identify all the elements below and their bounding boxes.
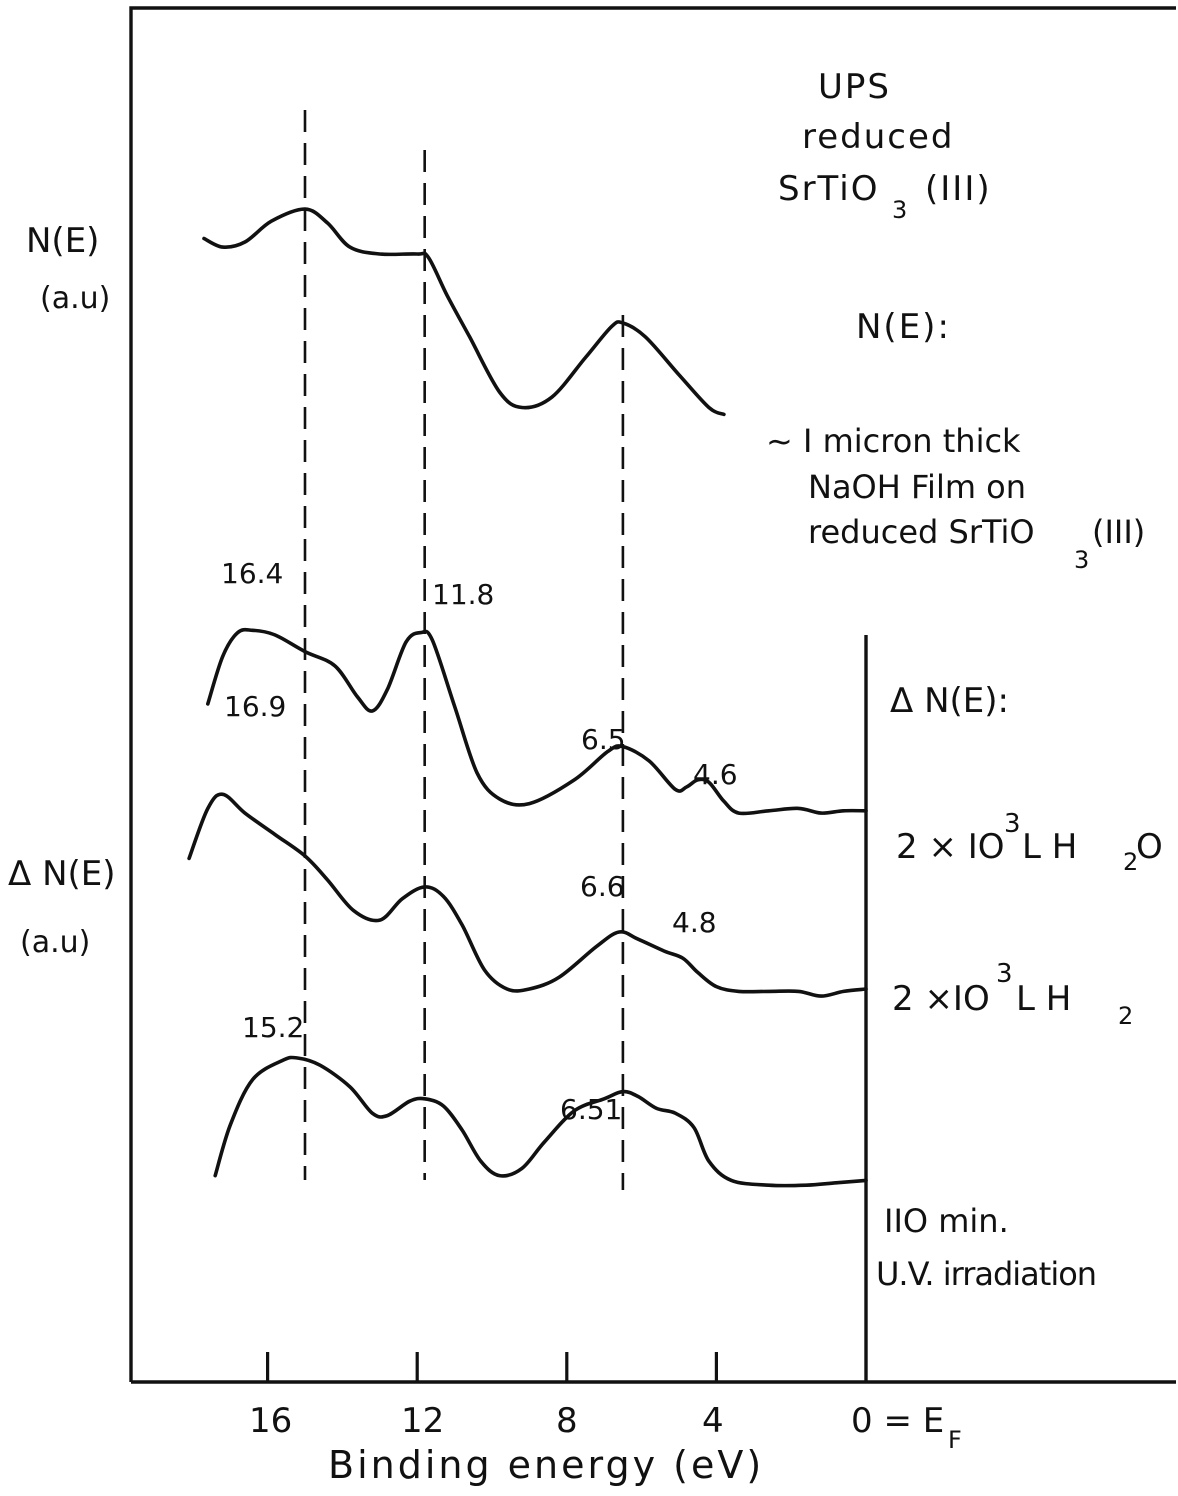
uv-label-line-1: IIO min.	[884, 1202, 1009, 1240]
series-line-3	[187, 792, 868, 998]
x-axis-label: Binding energy (eV)	[328, 1443, 764, 1487]
peak-label-11-8: 11.8	[432, 578, 494, 611]
series-label-h2o: 2 × IO 3 L H 2 O	[896, 809, 1163, 876]
peak-label-4-6: 4.6	[693, 758, 738, 791]
y-label-bottom-2: (a.u)	[20, 925, 90, 960]
reference-dashed-lines	[303, 110, 625, 1190]
peak-label-6-6: 6.6	[580, 870, 625, 903]
film-note-line-3: reduced SrTiO	[808, 513, 1035, 551]
h2-label-part-1: 2 ×IO	[892, 979, 990, 1019]
title-line-2: reduced	[802, 117, 954, 157]
title-line-3: SrTiO	[778, 169, 880, 209]
series-line-1	[202, 207, 726, 417]
chart-title: UPS reduced SrTiO 3 (III)	[778, 67, 992, 224]
series-line-4	[213, 1055, 868, 1188]
dne-section-label: Δ N(E):	[890, 681, 1009, 721]
h2-label-part-2: L H	[1016, 979, 1071, 1019]
film-note-line-4: (III)	[1092, 513, 1145, 551]
x-tick-label-12: 12	[401, 1401, 444, 1441]
uv-label-line-2: U.V. irradiation	[876, 1255, 1096, 1293]
h2o-label-part-3: O	[1136, 827, 1163, 867]
peak-label-6-5-h2o: 6.5	[581, 723, 626, 756]
y-label-top-1: N(E)	[26, 221, 99, 261]
peak-label-6-51: 6.51	[560, 1093, 622, 1126]
series-label-h2: 2 ×IO 3 L H 2	[892, 959, 1133, 1030]
peak-label-16-9: 16.9	[224, 690, 286, 723]
x-tick-label-16: 16	[249, 1401, 292, 1441]
title-line-1: UPS	[818, 67, 891, 107]
plot-frame	[129, 6, 1176, 1384]
y-label-bottom-1: Δ N(E)	[8, 854, 116, 894]
y-label-top-2: (a.u)	[40, 281, 110, 316]
x-tick-labels: 16 12 8 4 0 = E F	[249, 1401, 962, 1454]
fermi-subscript: F	[948, 1426, 962, 1454]
series-line-2	[206, 627, 868, 816]
peak-label-4-8: 4.8	[672, 906, 717, 939]
h2o-label-part-2: L H	[1022, 827, 1077, 867]
h2o-label-sup: 3	[1004, 809, 1021, 839]
peak-label-15-2: 15.2	[242, 1011, 304, 1044]
peak-label-16-4: 16.4	[221, 557, 283, 590]
x-ticks	[266, 1352, 719, 1382]
x-tick-label-4: 4	[702, 1401, 724, 1441]
spectra-curves	[187, 207, 868, 1188]
h2-label-sub: 2	[1118, 1002, 1133, 1030]
film-note-line-2: NaOH Film on	[808, 468, 1026, 506]
h2o-label-part-1: 2 × IO	[896, 827, 1005, 867]
h2o-label-sub: 2	[1123, 848, 1138, 876]
x-tick-label-8: 8	[556, 1401, 578, 1441]
title-line-4: (III)	[925, 169, 992, 209]
film-note-subscript: 3	[1074, 546, 1089, 574]
h2-label-sup: 3	[996, 959, 1013, 989]
film-note: ~ I micron thick NaOH Film on reduced Sr…	[766, 422, 1145, 574]
title-subscript: 3	[892, 196, 909, 224]
x-tick-label-0: 0 = E	[851, 1401, 944, 1441]
peak-annotations: 16.4 11.8 6.5 4.6 16.9 6.6 4.8 15.2 6.51	[221, 557, 738, 1126]
film-note-line-1: ~ I micron thick	[766, 422, 1021, 460]
ne-section-label: N(E):	[856, 307, 951, 347]
